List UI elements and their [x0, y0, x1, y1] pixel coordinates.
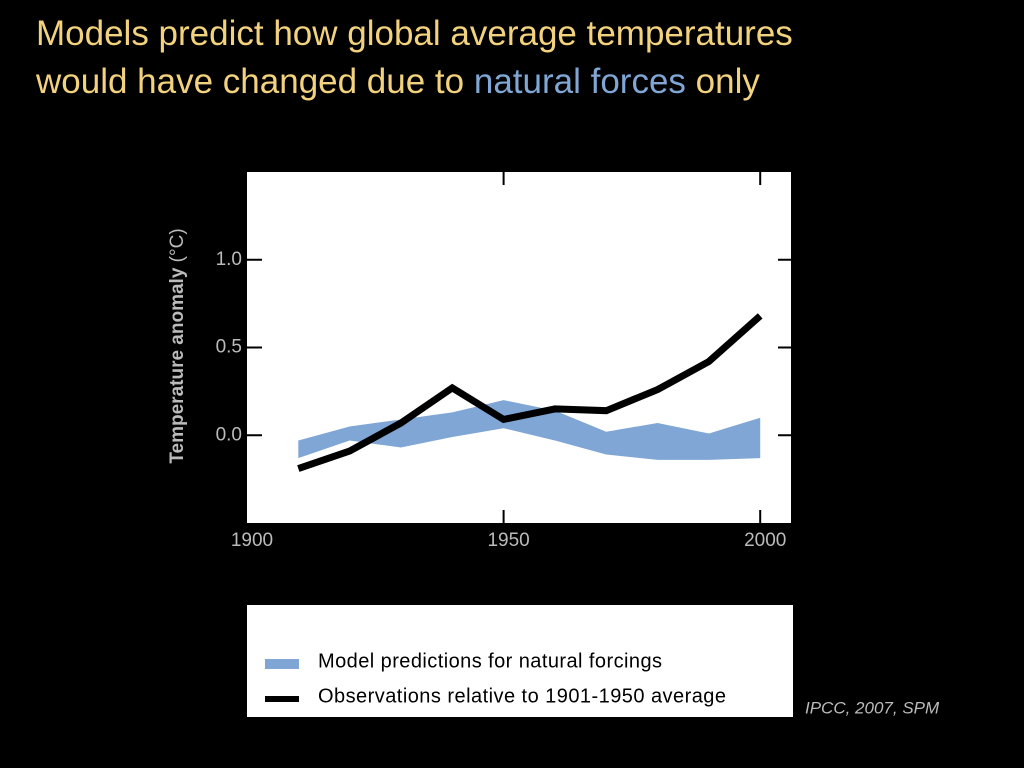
- legend-label: Observations relative to 1901-1950 avera…: [318, 685, 726, 707]
- title-line: Models predict how global average temper…: [36, 14, 793, 53]
- title: Models predict how global average temper…: [36, 10, 793, 106]
- plot-area: [247, 172, 791, 523]
- model-band: [298, 400, 761, 460]
- x-tick-label: 2000: [744, 530, 786, 551]
- y-tick-label: 0.5: [216, 337, 242, 358]
- y-tick-label: 0.0: [216, 424, 242, 445]
- title-text: only: [695, 62, 760, 101]
- y-unit: (°C): [167, 228, 188, 262]
- legend-swatch: [265, 696, 299, 702]
- y-axis-label: Temperature anomaly (°C): [167, 228, 188, 463]
- observation-line: [297, 313, 763, 472]
- y-label: Temperature anomaly: [167, 267, 188, 463]
- title-text: would have changed due to: [36, 62, 465, 101]
- title-line: would have changed due to natural forces…: [36, 58, 793, 106]
- source: IPCC, 2007, SPM: [805, 698, 940, 717]
- x-tick-label: 1900: [231, 530, 273, 551]
- legend-label: Model predictions for natural forcings: [318, 650, 662, 672]
- y-tick-label: 1.0: [216, 249, 242, 270]
- x-tick-label: 1950: [487, 530, 529, 551]
- legend: [247, 605, 793, 717]
- title-highlight: natural forces: [473, 62, 686, 101]
- legend-swatch: [265, 659, 299, 669]
